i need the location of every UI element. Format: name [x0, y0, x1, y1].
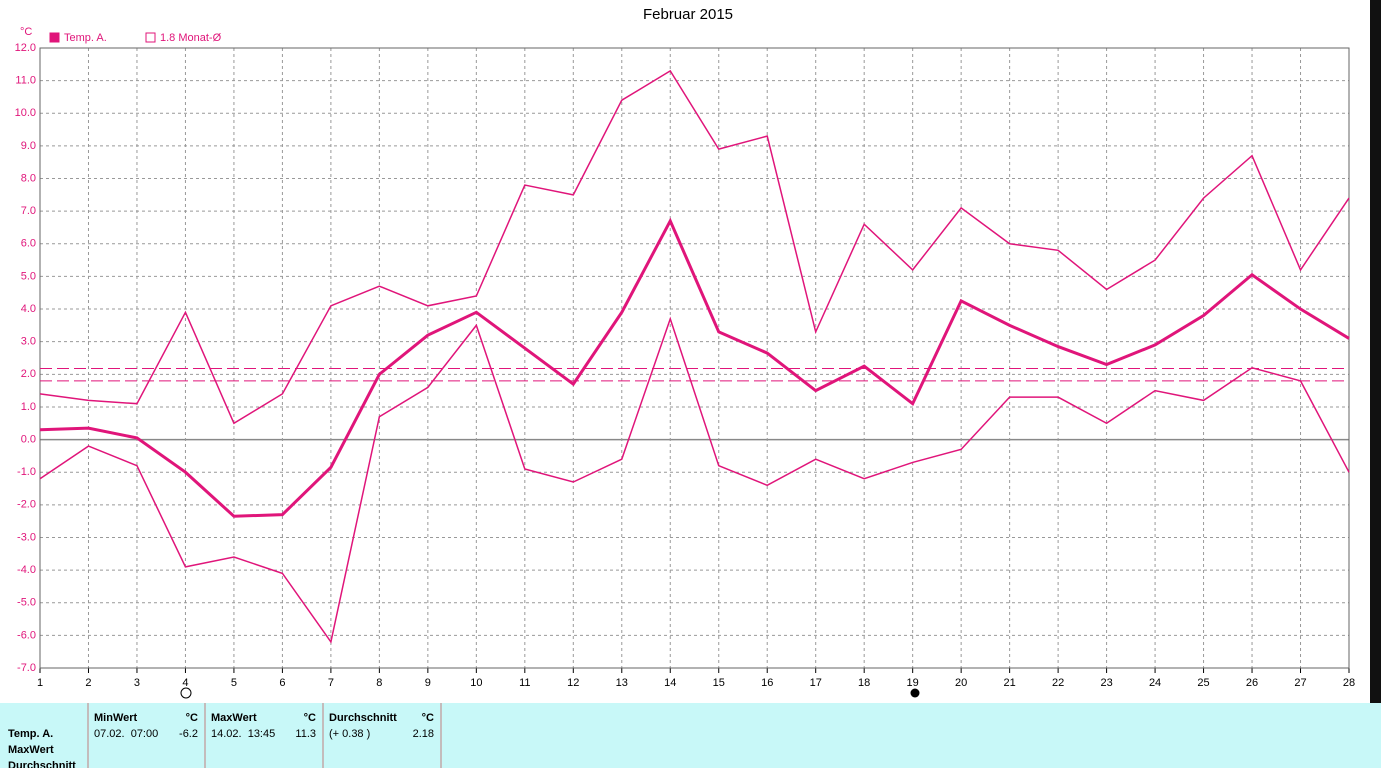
group-unit: °C [186, 712, 198, 724]
x-tick-label: 16 [761, 677, 773, 689]
x-tick-label: 12 [567, 677, 579, 689]
x-tick-label: 27 [1294, 677, 1306, 689]
x-tick-label: 11 [519, 677, 530, 689]
x-tick-label: 22 [1052, 677, 1064, 689]
y-tick-label: -1.0 [17, 466, 36, 478]
x-tick-label: 20 [955, 677, 967, 689]
moon-full [910, 688, 920, 698]
x-tick-label: 13 [616, 677, 628, 689]
series-line [39, 217, 1350, 518]
y-unit: °C [20, 26, 32, 38]
x-tick-label: 6 [279, 677, 285, 689]
legend-swatch [145, 32, 156, 43]
group-header: Durchschnitt [329, 712, 397, 724]
scrollbar-edge [1370, 0, 1381, 703]
y-tick-label: 3.0 [21, 336, 36, 348]
group-value: 2.18 [413, 728, 434, 740]
legend-label: 1.8 Monat-Ø [160, 32, 222, 44]
group-header: MinWert [94, 712, 138, 724]
x-tick-label: 4 [182, 677, 188, 689]
group-value: -6.2 [179, 728, 198, 740]
y-tick-label: 2.0 [21, 368, 36, 380]
x-tick-label: 3 [134, 677, 140, 689]
y-tick-label: 6.0 [21, 238, 36, 250]
x-tick-label: 2 [85, 677, 91, 689]
row-label: Durchschnitt [8, 760, 76, 768]
chart-title: Februar 2015 [643, 6, 733, 23]
x-tick-label: 8 [376, 677, 382, 689]
x-tick-label: 14 [664, 677, 676, 689]
y-tick-label: 4.0 [21, 303, 36, 315]
x-tick-label: 28 [1343, 677, 1355, 689]
x-tick-label: 1 [37, 677, 43, 689]
x-tick-label: 7 [328, 677, 334, 689]
group-when: 14.02. 13:45 [211, 728, 275, 740]
x-tick-label: 15 [713, 677, 725, 689]
y-tick-label: 10.0 [15, 107, 36, 119]
plot-frame [39, 47, 1350, 669]
y-tick-label: 5.0 [21, 270, 36, 282]
y-tick-label: -5.0 [17, 597, 36, 609]
moon-new [180, 687, 192, 699]
row-label: Temp. A. [8, 728, 53, 740]
y-tick-label: -6.0 [17, 629, 36, 641]
group-when: 07.02. 07:00 [94, 728, 158, 740]
legend-swatch [49, 32, 60, 43]
row-label: MaxWert [8, 744, 54, 756]
stats-panel [0, 703, 1381, 768]
group-when: (+ 0.38 ) [329, 728, 370, 740]
x-tick-label: 5 [231, 677, 237, 689]
x-tick-label: 10 [470, 677, 482, 689]
x-tick-label: 25 [1197, 677, 1209, 689]
group-unit: °C [422, 712, 434, 724]
group-value: 11.3 [295, 728, 316, 740]
y-tick-label: -4.0 [17, 564, 36, 576]
y-tick-label: 12.0 [15, 42, 36, 54]
y-tick-label: 1.0 [21, 401, 36, 413]
y-tick-label: 7.0 [21, 205, 36, 217]
x-tick-label: 9 [425, 677, 431, 689]
y-tick-label: 0.0 [21, 433, 36, 445]
legend-label: Temp. A. [64, 32, 107, 44]
group-unit: °C [304, 712, 316, 724]
x-tick-label: 26 [1246, 677, 1258, 689]
x-tick-label: 24 [1149, 677, 1161, 689]
y-tick-label: 8.0 [21, 172, 36, 184]
y-tick-label: 11.0 [15, 75, 36, 87]
group-header: MaxWert [211, 712, 257, 724]
x-tick-label: 21 [1004, 677, 1016, 689]
y-tick-label: -3.0 [17, 531, 36, 543]
x-tick-label: 23 [1100, 677, 1112, 689]
y-tick-label: 9.0 [21, 140, 36, 152]
y-tick-label: -7.0 [17, 662, 36, 674]
series-line [39, 316, 1350, 644]
x-tick-label: 18 [858, 677, 870, 689]
series-line [39, 69, 1350, 425]
x-tick-label: 19 [907, 677, 919, 689]
x-tick-label: 17 [810, 677, 822, 689]
y-tick-label: -2.0 [17, 499, 36, 511]
